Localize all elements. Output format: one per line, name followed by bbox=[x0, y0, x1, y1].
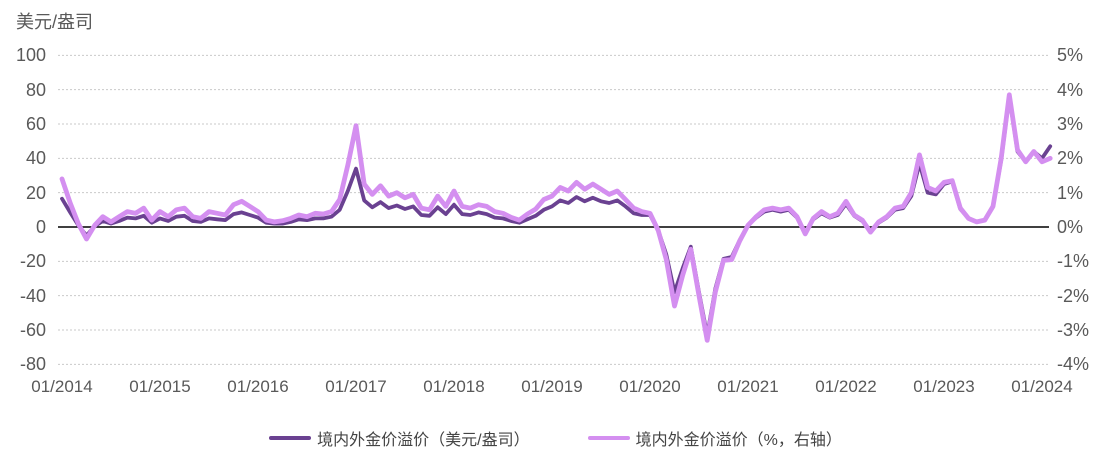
legend-label: 境内外金价溢价（%，右轴） bbox=[635, 432, 842, 449]
right-tick-label: 2% bbox=[1057, 148, 1084, 169]
left-tick-label: 0 bbox=[35, 217, 46, 237]
left-tick-label: 80 bbox=[25, 79, 46, 100]
legend-label: 境内外金价溢价（美元/盎司） bbox=[317, 432, 530, 449]
x-tick-label: 01/2014 bbox=[31, 377, 93, 396]
x-tick-label: 01/2017 bbox=[325, 377, 387, 396]
legend: 境内外金价溢价（美元/盎司） 境内外金价溢价（%，右轴） bbox=[0, 426, 1111, 450]
series-line-0 bbox=[60, 94, 1053, 338]
left-tick-label: 100 bbox=[15, 45, 46, 66]
right-tick-label: 4% bbox=[1057, 79, 1084, 100]
x-tick-label: 01/2016 bbox=[227, 377, 289, 396]
left-tick-label: 20 bbox=[25, 182, 46, 203]
x-tick-label: 01/2023 bbox=[913, 377, 975, 396]
series-line-1 bbox=[59, 92, 1053, 343]
left-tick-label: -80 bbox=[19, 354, 46, 375]
left-tick-label: 40 bbox=[25, 148, 46, 169]
x-tick-label: 01/2018 bbox=[423, 377, 485, 396]
right-tick-label: -3% bbox=[1057, 319, 1090, 340]
right-tick-label: 3% bbox=[1057, 114, 1084, 134]
legend-swatch-icon bbox=[587, 436, 630, 440]
left-axis-unit-label: 美元/盎司 bbox=[16, 12, 94, 32]
x-tick-label: 01/2024 bbox=[1011, 377, 1073, 396]
left-tick-label: -60 bbox=[19, 319, 46, 340]
legend-item-0: 境内外金价溢价（美元/盎司） bbox=[269, 426, 530, 450]
x-tick-label: 01/2015 bbox=[129, 377, 191, 396]
x-tick-label: 01/2020 bbox=[619, 377, 681, 396]
right-tick-label: -4% bbox=[1057, 354, 1090, 375]
left-tick-label: -40 bbox=[19, 285, 46, 306]
right-tick-label: -2% bbox=[1057, 285, 1090, 306]
right-tick-label: 1% bbox=[1057, 182, 1084, 203]
left-tick-label: -20 bbox=[19, 251, 46, 272]
left-tick-label: 60 bbox=[25, 114, 46, 134]
x-tick-label: 01/2019 bbox=[521, 377, 583, 396]
legend-item-1: 境内外金价溢价（%，右轴） bbox=[587, 426, 842, 450]
legend-swatch-icon bbox=[269, 436, 312, 440]
x-tick-label: 01/2022 bbox=[815, 377, 877, 396]
right-tick-label: -1% bbox=[1057, 251, 1090, 272]
right-tick-label: 5% bbox=[1057, 45, 1084, 66]
right-tick-label: 0% bbox=[1057, 217, 1084, 237]
x-tick-label: 01/2021 bbox=[717, 377, 779, 396]
